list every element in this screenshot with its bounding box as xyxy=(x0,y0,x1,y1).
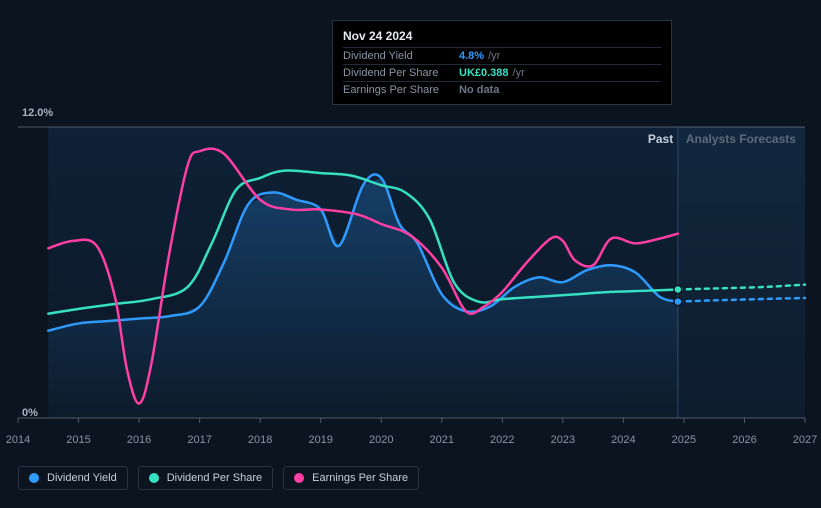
x-axis-labels: 2014 2015 2016 2017 2018 2019 2020 2021 2022 2023… xyxy=(0,434,821,448)
legend-label: Earnings Per Share xyxy=(312,472,408,484)
forecast-region-label: Analysts Forecasts xyxy=(686,132,796,146)
tooltip-row: Dividend Yield4.8% /yr xyxy=(343,47,661,64)
legend-item-dividend-per-share[interactable]: Dividend Per Share xyxy=(138,466,273,490)
legend-label: Dividend Yield xyxy=(47,472,117,484)
tooltip-unit: /yr xyxy=(513,67,525,79)
x-tick-label: 2020 xyxy=(369,434,393,446)
x-tick-label: 2021 xyxy=(430,434,454,446)
x-tick-label: 2018 xyxy=(248,434,272,446)
legend-dot xyxy=(29,473,39,483)
legend-dot xyxy=(149,473,159,483)
hover-tooltip: Nov 24 2024 Dividend Yield4.8%/yrDividen… xyxy=(332,20,672,105)
legend-label: Dividend Per Share xyxy=(167,472,262,484)
y-max-label: 12.0% xyxy=(22,107,53,119)
tooltip-value: UK£0.388 xyxy=(459,67,509,79)
y-min-label: 0% xyxy=(22,407,38,419)
past-region-label: Past xyxy=(648,132,673,146)
tooltip-row: Dividend Per ShareUK£0.388/yr xyxy=(343,64,661,81)
x-tick-label: 2024 xyxy=(611,434,635,446)
tooltip-rows: Dividend Yield4.8%/yrDividend Per ShareU… xyxy=(343,47,661,98)
x-tick-label: 2017 xyxy=(187,434,211,446)
tooltip-value: No data xyxy=(459,84,499,96)
legend-item-dividend-yield[interactable]: Dividend Yield xyxy=(18,466,128,490)
x-tick-label: 2025 xyxy=(672,434,696,446)
x-tick-label: 2022 xyxy=(490,434,514,446)
tooltip-row: Earnings Per ShareNo data xyxy=(343,81,661,98)
tooltip-key: Dividend Per Share xyxy=(343,67,459,79)
x-tick-label: 2023 xyxy=(551,434,575,446)
tooltip-value: 4.8% xyxy=(459,50,484,62)
tooltip-key: Earnings Per Share xyxy=(343,84,459,96)
legend-item-earnings-per-share[interactable]: Earnings Per Share xyxy=(283,466,419,490)
chart-container: 12.0% 0% 2014 2015 2016 2017 2018 2019 2020 202… xyxy=(0,0,821,508)
x-tick-label: 2014 xyxy=(6,434,30,446)
x-tick-label: 2027 xyxy=(793,434,817,446)
tooltip-key: Dividend Yield xyxy=(343,50,459,62)
legend: Dividend Yield Dividend Per Share Earnings… xyxy=(18,466,419,490)
tooltip-unit: /yr xyxy=(488,50,500,62)
x-tick-label: 2019 xyxy=(308,434,332,446)
x-tick-label: 2015 xyxy=(66,434,90,446)
tooltip-date: Nov 24 2024 xyxy=(343,27,661,47)
legend-dot xyxy=(294,473,304,483)
x-tick-label: 2016 xyxy=(127,434,151,446)
x-tick-label: 2026 xyxy=(732,434,756,446)
